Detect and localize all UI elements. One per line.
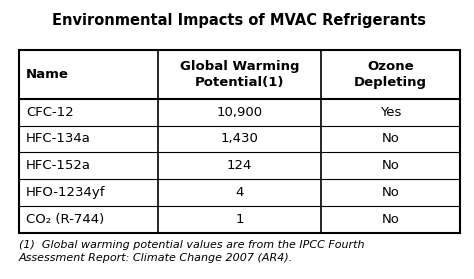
Text: HFC-134a: HFC-134a [26, 133, 91, 145]
Text: HFC-152a: HFC-152a [26, 159, 91, 172]
Text: Global Warming
Potential(1): Global Warming Potential(1) [180, 60, 299, 89]
Text: (1)  Global warming potential values are from the IPCC Fourth
Assessment Report:: (1) Global warming potential values are … [19, 240, 365, 263]
Text: 1,430: 1,430 [220, 133, 258, 145]
Text: Environmental Impacts of MVAC Refrigerants: Environmental Impacts of MVAC Refrigeran… [52, 13, 427, 28]
Text: 1: 1 [235, 213, 244, 226]
Text: Name: Name [26, 68, 69, 81]
Bar [19, 50, 460, 233]
Text: CO₂ (R-744): CO₂ (R-744) [26, 213, 104, 226]
Text: HFO-1234yf: HFO-1234yf [26, 186, 106, 199]
Text: No: No [382, 213, 399, 226]
Text: 124: 124 [227, 159, 252, 172]
Text: No: No [382, 186, 399, 199]
Text: Ozone
Depleting: Ozone Depleting [354, 60, 427, 89]
Text: No: No [382, 159, 399, 172]
Text: No: No [382, 133, 399, 145]
Text: Yes: Yes [380, 105, 401, 119]
Text: CFC-12: CFC-12 [26, 105, 74, 119]
Text: 10,900: 10,900 [216, 105, 263, 119]
Text: 4: 4 [235, 186, 244, 199]
